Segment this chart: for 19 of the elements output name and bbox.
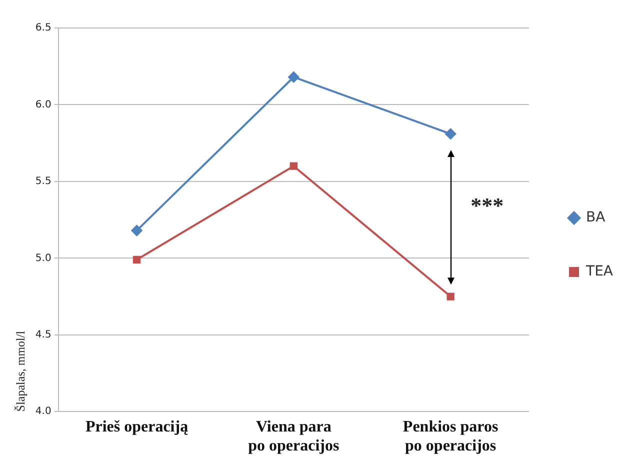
point <box>446 292 454 300</box>
y-tick-label: 4.0 <box>35 406 52 418</box>
y-tick-label: 4.5 <box>35 329 52 340</box>
point <box>290 162 298 170</box>
point <box>131 225 142 236</box>
y-tick-label: 5.5 <box>35 176 52 188</box>
x-tick-label: Prieš operaciją <box>85 418 188 436</box>
y-tick-label: 5.0 <box>35 252 52 264</box>
point <box>288 72 300 83</box>
annotation: *** <box>470 192 504 218</box>
legend-label: TEA <box>585 264 614 280</box>
point <box>445 128 456 140</box>
y-tick-label: 6.5 <box>35 22 52 34</box>
y-tick-label: 6.0 <box>35 99 52 110</box>
y-axis-title: Šlapalas, mmol/l <box>13 330 28 412</box>
x-tick-label: Penkios paros po operacijos <box>402 418 498 455</box>
point <box>132 256 141 264</box>
legend-label: BA <box>586 210 606 226</box>
x-tick-label: Viena para po operacijos <box>248 418 340 455</box>
